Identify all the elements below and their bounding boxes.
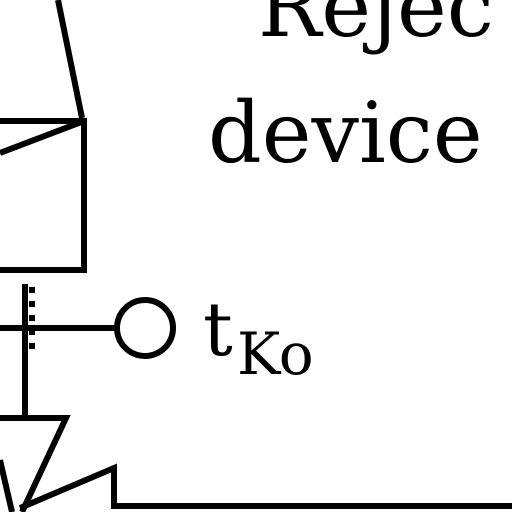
stem-tick-marks: [29, 287, 35, 349]
bottom-ramp-line: [18, 463, 512, 511]
terminal-circle: [114, 297, 176, 359]
reject-device-block: [0, 118, 87, 273]
terminal-label-t: t: [203, 287, 233, 373]
slanted-connector-line: [55, 0, 85, 119]
bottom-left-diagonal: [0, 459, 15, 512]
terminal-label-subscript: Ko: [237, 320, 314, 388]
reject-device-label-line1: Rejec: [258, 0, 494, 56]
block-diagonal-line: [0, 118, 86, 156]
bottom-triangle-symbol: [0, 415, 71, 512]
reject-device-label-line2: device: [208, 84, 483, 182]
